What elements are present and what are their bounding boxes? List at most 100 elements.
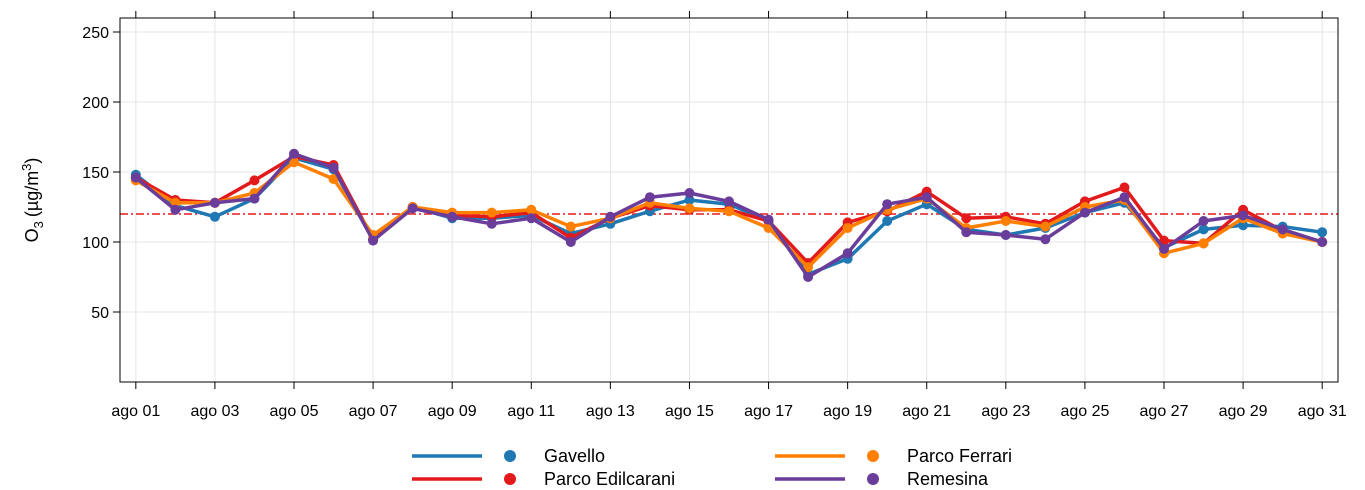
data-point [209, 197, 220, 208]
data-point [249, 175, 260, 186]
x-tick-label: ago 07 [349, 403, 398, 420]
data-point [209, 211, 220, 222]
data-point [1198, 238, 1209, 249]
data-point [1277, 224, 1288, 235]
legend-marker [504, 450, 516, 462]
y-tick-label: 50 [91, 305, 109, 322]
y-tick-label: 150 [82, 165, 109, 182]
data-point [684, 203, 695, 214]
data-point [842, 223, 853, 233]
x-tick-label: ago 11 [507, 403, 555, 420]
x-tick-label: ago 31 [1298, 403, 1347, 420]
data-point [1040, 221, 1051, 232]
data-point [1119, 192, 1130, 203]
data-point [565, 221, 576, 232]
x-tick-label: ago 19 [823, 403, 872, 420]
legend-marker [867, 450, 879, 462]
data-point [289, 157, 299, 168]
legend-item: Remesina [775, 469, 989, 489]
legend-item: Gavello [412, 446, 605, 466]
data-point [803, 272, 814, 282]
legend-label: Gavello [544, 446, 605, 466]
data-point [170, 197, 181, 208]
data-point [1079, 207, 1090, 218]
data-point [526, 204, 537, 215]
x-tick-label: ago 17 [744, 403, 793, 420]
data-point [447, 211, 458, 222]
data-point [486, 218, 497, 229]
data-point [724, 196, 734, 207]
x-tick-label: ago 15 [665, 403, 714, 420]
legend-marker [867, 473, 879, 485]
data-point [684, 195, 695, 205]
x-tick-label: ago 29 [1219, 403, 1268, 420]
legend-label: Parco Edilcarani [544, 469, 675, 489]
y-axis-label-main: O [22, 228, 42, 242]
data-point [1159, 244, 1169, 254]
data-point [407, 203, 418, 214]
y-tick-label: 100 [82, 235, 109, 252]
data-point [644, 192, 655, 203]
data-point [170, 204, 181, 215]
data-point [1317, 237, 1328, 247]
data-point [328, 174, 339, 184]
grid-lines [120, 18, 1338, 382]
data-point [249, 193, 260, 204]
data-point [1000, 216, 1011, 226]
data-point [1238, 220, 1249, 231]
series-layer [130, 148, 1328, 282]
x-tick-label: ago 13 [586, 403, 635, 420]
data-point [882, 216, 893, 226]
data-point [565, 237, 576, 247]
legend: Gavello Parco Edilcarani Parco Ferrari Reme… [412, 446, 1012, 489]
data-point [803, 262, 814, 273]
legend-label: Parco Ferrari [907, 446, 1012, 466]
x-tick-label: ago 25 [1060, 403, 1109, 420]
x-tick-label: ago 23 [981, 403, 1030, 420]
data-point [130, 172, 141, 183]
data-point [1198, 216, 1209, 226]
data-point [842, 248, 853, 259]
data-point [1040, 234, 1051, 245]
data-point [724, 206, 734, 217]
data-point [486, 207, 497, 218]
series-remesina [130, 148, 1328, 282]
data-point [368, 235, 379, 246]
data-point [289, 148, 299, 159]
data-point [763, 214, 774, 225]
legend-item: Parco Ferrari [775, 446, 1012, 466]
legend-item: Parco Edilcarani [412, 469, 675, 489]
data-point [882, 199, 893, 210]
legend-label: Remesina [907, 469, 989, 489]
y-tick-label: 200 [82, 95, 109, 112]
y-axis-label: O3(µg/m3) [19, 158, 46, 243]
data-point [921, 192, 932, 203]
plot-frame [119, 17, 1339, 383]
data-point [605, 211, 616, 222]
x-tick-label: ago 05 [270, 403, 319, 420]
data-point [1198, 224, 1209, 235]
legend-marker [504, 473, 516, 485]
data-point [1000, 230, 1011, 240]
y-tick-label: 250 [82, 25, 109, 42]
data-point [1238, 210, 1249, 221]
y-axis-label-unit: (µg/m [22, 171, 42, 217]
data-point [961, 227, 972, 238]
data-point [684, 188, 695, 198]
data-point [328, 162, 339, 173]
x-tick-label: ago 03 [190, 403, 239, 420]
data-point [1119, 182, 1130, 193]
x-tick-label: ago 01 [111, 403, 160, 420]
data-point [961, 213, 972, 224]
y-axis-label-superscript: 3 [19, 164, 34, 171]
y-axis-label-close: ) [22, 158, 42, 164]
axes: 50 100 150 200 250 ago 01 ago 03 ago 05 ago 07 ag… [82, 11, 1347, 420]
x-tick-label: ago 21 [902, 403, 951, 420]
x-tick-label: ago 09 [428, 403, 477, 420]
x-tick-label: ago 27 [1140, 403, 1189, 420]
data-point [526, 213, 537, 224]
data-point [1317, 227, 1328, 238]
y-axis-label-subscript: 3 [31, 221, 46, 228]
